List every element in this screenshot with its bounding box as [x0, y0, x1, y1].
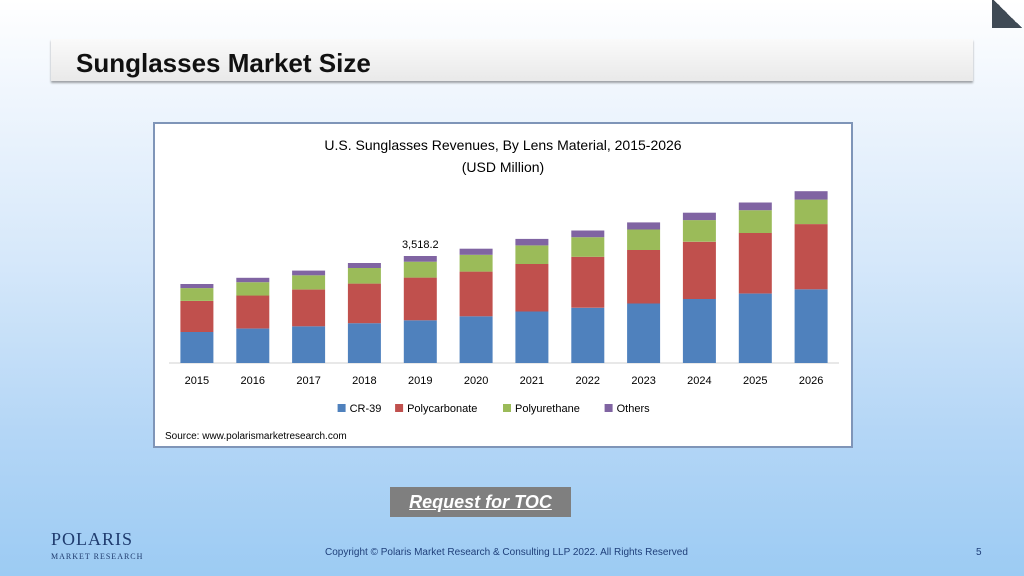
polaris-logo: POLARIS MARKET RESEARCH [51, 530, 143, 561]
x-tick-label: 2022 [576, 375, 600, 387]
bar-cr-39-2016 [236, 328, 270, 363]
bar-others-2024 [682, 212, 716, 221]
logo-name: POLARIS [51, 529, 134, 549]
bar-polyurethane-2020 [459, 254, 493, 272]
bar-others-2016 [236, 277, 270, 283]
x-tick-labels: 2015 2016 2017 2018 2019 2020 2021 2022 2023 2024… [185, 375, 824, 387]
bar-others-2023 [627, 222, 661, 230]
bar-cr-39-2022 [571, 307, 605, 363]
bar-polycarbonate-2017 [292, 289, 326, 327]
page-title: Sunglasses Market Size [76, 48, 371, 78]
bar-polyurethane-2021 [515, 245, 549, 264]
bar-polyurethane-2026 [794, 199, 828, 225]
bar-cr-39-2026 [794, 289, 828, 363]
chart-subtitle: (USD Million) [462, 159, 544, 175]
bar-polycarbonate-2020 [459, 271, 493, 317]
x-tick-label: 2026 [799, 375, 823, 387]
bar-polycarbonate-2026 [794, 224, 828, 290]
bar-polycarbonate-2015 [180, 301, 214, 332]
bar-polyurethane-2017 [292, 275, 326, 290]
x-tick-label: 2021 [520, 375, 544, 387]
bar-cr-39-2025 [738, 293, 772, 363]
bar-cr-39-2015 [180, 332, 214, 363]
x-tick-label: 2024 [687, 375, 711, 387]
bar-cr-39-2023 [627, 303, 661, 363]
legend-swatch [503, 404, 511, 412]
bar-others-2017 [292, 270, 326, 276]
bar-polyurethane-2024 [682, 220, 716, 242]
bar-polyurethane-2018 [347, 267, 381, 284]
bar-polycarbonate-2023 [627, 250, 661, 304]
x-tick-label: 2020 [464, 375, 488, 387]
bar-cr-39-2018 [347, 323, 381, 363]
x-tick-label: 2019 [408, 375, 432, 387]
bar-cr-39-2024 [682, 299, 716, 363]
x-tick-label: 2017 [296, 375, 320, 387]
x-tick-label: 2023 [631, 375, 655, 387]
bar-polyurethane-2015 [180, 288, 214, 301]
bars-layer: 3,518.2 [180, 191, 828, 363]
title-bar: Sunglasses Market Size [51, 39, 973, 81]
chart-source: Source: www.polarismarketresearch.com [165, 431, 347, 442]
bar-polycarbonate-2024 [682, 241, 716, 299]
bar-cr-39-2021 [515, 311, 549, 363]
data-label: 3,518.2 [402, 239, 439, 251]
request-toc-button[interactable]: Request for TOC [390, 487, 571, 517]
page-number: 5 [976, 547, 982, 558]
bar-cr-39-2020 [459, 316, 493, 363]
bar-others-2025 [738, 202, 772, 211]
x-tick-label: 2018 [352, 375, 376, 387]
bar-cr-39-2019 [403, 320, 437, 363]
corner-decoration [992, 0, 1024, 28]
bar-polyurethane-2022 [571, 237, 605, 257]
bar-others-2015 [180, 284, 214, 289]
bar-others-2020 [459, 248, 493, 255]
bar-polyurethane-2025 [738, 210, 772, 233]
x-tick-label: 2016 [241, 375, 265, 387]
bar-polycarbonate-2018 [347, 283, 381, 324]
bar-others-2021 [515, 238, 549, 246]
bar-polycarbonate-2016 [236, 295, 270, 329]
legend-label: Others [617, 403, 651, 415]
bar-others-2019 [403, 256, 437, 262]
bar-others-2022 [571, 230, 605, 238]
legend-label: CR-39 [350, 403, 382, 415]
bar-others-2018 [347, 263, 381, 268]
chart-title: U.S. Sunglasses Revenues, By Lens Materi… [324, 137, 681, 153]
legend: CR-39 Polycarbonate Polyurethane Others [337, 403, 651, 415]
bar-others-2026 [794, 191, 828, 200]
logo-subtitle: MARKET RESEARCH [51, 552, 144, 561]
bar-polycarbonate-2021 [515, 264, 549, 312]
bar-polyurethane-2019 [403, 261, 437, 278]
bar-polyurethane-2023 [627, 229, 661, 250]
x-tick-label: 2025 [743, 375, 767, 387]
bar-polycarbonate-2022 [571, 256, 605, 308]
legend-swatch [604, 404, 613, 412]
bar-polyurethane-2016 [236, 282, 270, 296]
stacked-bar-chart: U.S. Sunglasses Revenues, By Lens Materi… [165, 137, 839, 442]
legend-swatch [395, 404, 404, 412]
bar-polycarbonate-2019 [403, 277, 437, 321]
copyright-text: Copyright © Polaris Market Research & Co… [325, 547, 688, 558]
x-tick-label: 2015 [185, 375, 209, 387]
chart-frame: U.S. Sunglasses Revenues, By Lens Materi… [153, 122, 853, 448]
bar-cr-39-2017 [292, 326, 326, 363]
legend-label: Polyurethane [515, 403, 580, 415]
legend-swatch [337, 404, 346, 412]
legend-label: Polycarbonate [407, 403, 477, 415]
bar-polycarbonate-2025 [738, 232, 772, 294]
